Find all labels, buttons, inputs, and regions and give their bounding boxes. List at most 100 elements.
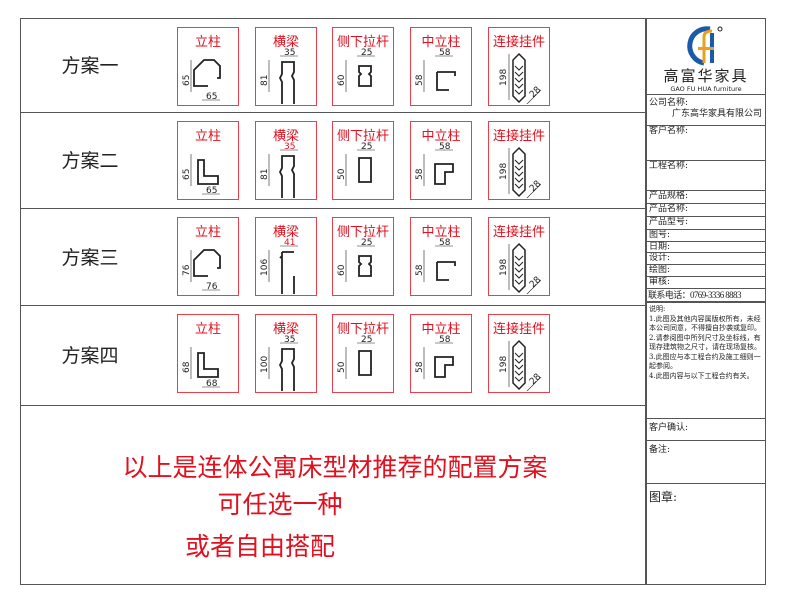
profile-name: 横梁 <box>272 35 299 50</box>
dimension-height: 198 <box>499 69 509 86</box>
profile-name: 横梁 <box>272 225 299 240</box>
dimension-height: 76 <box>182 264 192 276</box>
summary-line-2: 可任选一种 <box>217 490 343 519</box>
profile-card: 侧下拉杆 50 25 <box>332 314 394 393</box>
profile-name: 立柱 <box>194 129 221 144</box>
profile-card: 连接挂件 198 28 <box>488 27 550 106</box>
dimension-height: 65 <box>182 169 192 180</box>
dimension-height: 106 <box>260 259 270 276</box>
row-divider <box>20 208 646 209</box>
profile-card: 立柱 68 68 <box>177 314 239 393</box>
logo-english-name: GAO FU HUA furniture <box>670 85 742 93</box>
plan-label: 方案三 <box>61 246 119 269</box>
profile-card: 侧下拉杆 60 25 <box>332 217 394 296</box>
review-field: 审核: <box>647 277 765 289</box>
profile-card: 立柱 65 65 <box>177 121 239 200</box>
profile-card: 立柱 76 76 <box>177 217 239 296</box>
customer-confirm-field: 客户确认: <box>647 419 765 441</box>
dimension-height: 58 <box>415 361 425 373</box>
profile-card: 连接挂件 198 28 <box>488 217 550 296</box>
dimension-height: 50 <box>337 361 347 373</box>
dimension-height: 60 <box>337 264 347 276</box>
logo-cell: 高富华家具 GAO FU HUA furniture <box>647 19 765 95</box>
dimension-width: 25 <box>361 238 372 248</box>
profile-name: 连接挂件 <box>492 129 545 144</box>
profile-card: 中立柱 58 58 <box>410 27 472 106</box>
phone-field: 联系电话：0769-3336 8883 <box>647 289 765 303</box>
dimension-width: 58 <box>439 142 451 152</box>
dimension-width: 65 <box>206 186 217 196</box>
remark-field: 备注: <box>647 441 765 484</box>
dimension-width: 28 <box>528 179 543 194</box>
dimension-height: 50 <box>337 168 347 180</box>
profile-name: 侧下拉杆 <box>336 35 389 50</box>
plan-label: 方案四 <box>61 345 119 367</box>
row-divider <box>20 305 646 306</box>
dimension-width: 58 <box>439 48 451 58</box>
drawing-field: 绘图: <box>647 265 765 277</box>
profile-name: 中立柱 <box>421 322 461 337</box>
notes-cell: 说明: 1.此图及其他内容属版权所有，未经本公司同意，不得擅自抄袭或复印。 2.请参… <box>647 303 765 419</box>
dimension-width: 41 <box>284 238 295 248</box>
dimension-height: 198 <box>499 356 509 373</box>
dimension-width: 35 <box>284 142 295 152</box>
dimension-height: 81 <box>260 169 270 180</box>
plan-label: 方案二 <box>61 150 119 172</box>
dimension-width: 25 <box>361 142 372 152</box>
dimension-width: 58 <box>439 238 451 248</box>
profile-card: 侧下拉杆 50 25 <box>332 121 394 200</box>
dimension-width: 35 <box>284 335 295 345</box>
profile-card: 中立柱 58 58 <box>410 217 472 296</box>
dimension-height: 198 <box>499 259 509 276</box>
company-label: 公司名称: <box>649 98 689 108</box>
customer-name-field: 客户名称: <box>647 126 765 161</box>
summary-line-3: 或者自由搭配 <box>184 532 335 561</box>
dimension-width: 28 <box>528 85 543 100</box>
profile-name: 侧下拉杆 <box>336 322 389 337</box>
plan-label: 方案一 <box>61 55 119 77</box>
drawing-no-field: 图号: <box>647 230 765 242</box>
note-line: 2.请参阅图中所列尺寸及坐标线，有现存建筑物之尺寸，请在现场复核。 <box>649 333 761 352</box>
company-cell: 公司名称: 广东高华家具有限公司 <box>647 95 765 126</box>
dimension-height: 58 <box>415 74 425 86</box>
profile-name: 侧下拉杆 <box>336 225 389 240</box>
note-line: 1.此图及其他内容属版权所有，未经本公司同意，不得擅自抄袭或复印。 <box>649 314 761 333</box>
dimension-width: 58 <box>439 335 451 345</box>
profile-card: 连接挂件 198 28 <box>488 121 550 200</box>
dimension-width: 35 <box>284 48 295 58</box>
dimension-height: 68 <box>182 361 192 373</box>
note-line: 说明: <box>649 305 666 313</box>
note-line: 4.此图内容与以下工程合约有关。 <box>649 371 754 380</box>
profile-card: 横梁 81 35 <box>255 121 317 200</box>
seal-field: 图章: <box>649 490 678 504</box>
profile-card: 立柱 65 65 <box>177 27 239 106</box>
summary-line-1: 以上是连体公寓床型材推荐的配置方案 <box>122 453 548 482</box>
dimension-width: 76 <box>206 282 218 292</box>
profile-name: 侧下拉杆 <box>336 129 389 144</box>
design-field: 设计: <box>647 253 765 265</box>
profile-name: 连接挂件 <box>492 35 545 50</box>
company-logo-icon <box>687 26 723 66</box>
dimension-height: 58 <box>415 264 425 276</box>
profile-card: 中立柱 58 58 <box>410 314 472 393</box>
logo-chinese-name: 高富华家具 <box>663 67 749 85</box>
profile-name: 横梁 <box>272 129 299 144</box>
drawing-frame <box>20 18 646 585</box>
date-field: 日期: <box>647 242 765 253</box>
profile-name: 连接挂件 <box>492 225 545 240</box>
profile-card: 中立柱 58 58 <box>410 121 472 200</box>
dimension-height: 198 <box>499 163 509 180</box>
profile-name: 立柱 <box>194 225 221 240</box>
profile-name: 立柱 <box>194 322 221 337</box>
row-divider <box>20 112 646 113</box>
dimension-width: 65 <box>206 92 217 102</box>
dimension-width: 25 <box>361 48 372 58</box>
dimension-height: 100 <box>260 356 270 373</box>
profile-card: 横梁 100 35 <box>255 314 317 393</box>
profile-name: 连接挂件 <box>492 322 545 337</box>
dimension-width: 28 <box>528 372 543 387</box>
dimension-height: 58 <box>415 168 425 180</box>
dimension-height: 65 <box>182 75 192 86</box>
row-divider <box>20 405 646 406</box>
profile-name: 中立柱 <box>421 129 461 144</box>
